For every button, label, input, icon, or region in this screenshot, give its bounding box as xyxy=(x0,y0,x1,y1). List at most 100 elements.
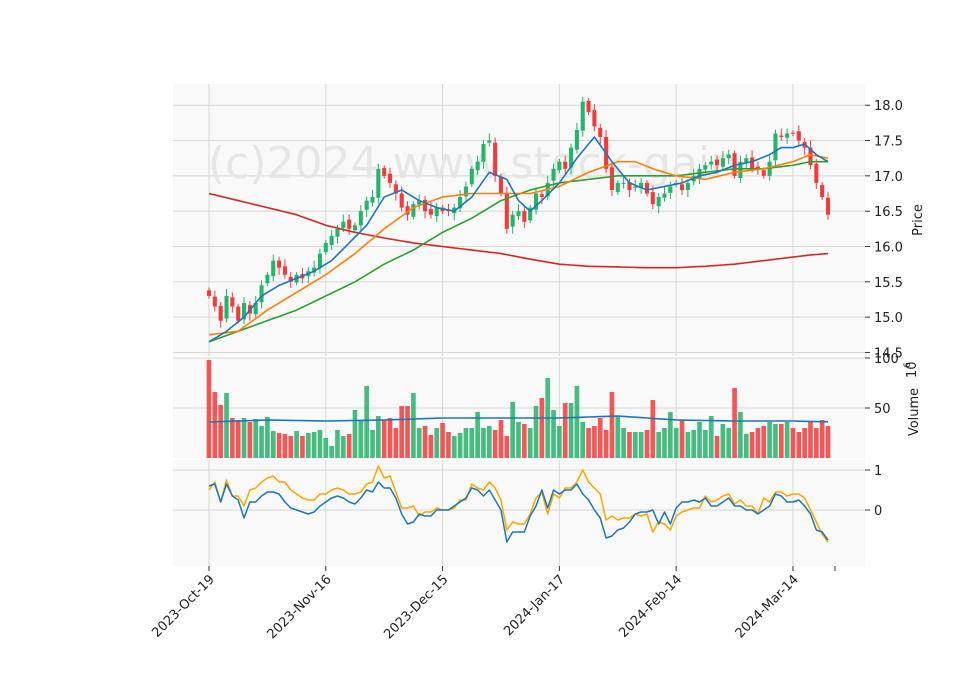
volume-bar-67 xyxy=(597,418,603,458)
candle-body-6 xyxy=(241,303,247,320)
candle-body-13 xyxy=(282,266,287,275)
candle-body-74 xyxy=(639,182,644,188)
price-ytick-label-1: 17.5 xyxy=(874,135,903,150)
volume-bar-61 xyxy=(562,403,568,458)
oscillator-line-1 xyxy=(208,481,829,543)
price-ytick-label-7: 14.5 xyxy=(874,346,903,361)
candle-body-45 xyxy=(469,168,474,185)
volume-bar-17 xyxy=(305,433,311,458)
volume-bar-31 xyxy=(387,418,393,458)
volume-bar-3 xyxy=(224,393,229,458)
candle-body-24 xyxy=(347,219,352,229)
volume-ytick-label-1: 50 xyxy=(874,402,891,417)
candle-body-86 xyxy=(709,161,714,165)
volume-bar-26 xyxy=(358,420,364,458)
candle-body-14 xyxy=(288,276,293,282)
volume-bar-72 xyxy=(627,432,632,458)
volume-bar-66 xyxy=(592,426,597,458)
candle-body-21 xyxy=(329,235,334,246)
volume-bar-53 xyxy=(516,422,521,458)
volume-bars xyxy=(206,360,831,458)
volume-bar-32 xyxy=(393,428,399,458)
volume-bar-85 xyxy=(703,430,708,458)
volume-bar-23 xyxy=(340,436,346,458)
x-tick-label-0: 2023-Oct-19 xyxy=(149,572,217,640)
candle-body-55 xyxy=(528,207,533,221)
volume-bar-19 xyxy=(317,430,323,458)
price-ytick-label-2: 17.0 xyxy=(874,170,903,185)
candle-body-78 xyxy=(662,193,667,198)
volume-bar-15 xyxy=(294,431,299,458)
candle-body-93 xyxy=(750,157,755,169)
volume-bar-47 xyxy=(481,428,486,458)
candle-body-106 xyxy=(825,197,831,215)
candle-body-57 xyxy=(539,194,544,198)
candle-body-43 xyxy=(458,197,463,209)
volume-bar-30 xyxy=(381,420,387,458)
volume-ytick-label-0: 100 xyxy=(874,352,899,367)
candle-body-76 xyxy=(650,192,655,205)
candle-body-39 xyxy=(434,207,439,217)
volume-bar-97 xyxy=(773,424,778,458)
candle-body-3 xyxy=(224,295,229,319)
candle-body-77 xyxy=(656,197,661,207)
volume-bar-25 xyxy=(352,410,358,458)
volume-bar-11 xyxy=(270,431,276,458)
x-axis: 2023-Oct-19 2023-Nov-16 2023-Dec-15 2024-Ja… xyxy=(149,566,836,642)
volume-bar-5 xyxy=(235,420,241,458)
volume-bar-37 xyxy=(422,426,428,458)
volume-bar-88 xyxy=(720,424,726,458)
oscillator-panel: 10 xyxy=(173,460,882,566)
volume-bar-56 xyxy=(533,406,539,458)
price-ytick-label-3: 16.5 xyxy=(874,205,903,220)
candle-body-25 xyxy=(352,225,358,231)
candle-body-85 xyxy=(703,165,708,170)
candle-body-66 xyxy=(592,110,597,127)
volume-bar-0 xyxy=(206,360,212,458)
candle-body-37 xyxy=(423,199,428,212)
volume-bar-60 xyxy=(557,426,562,458)
volume-bar-54 xyxy=(522,424,527,458)
candle-body-82 xyxy=(685,182,690,190)
candle-body-64 xyxy=(580,101,585,131)
candle-body-89 xyxy=(726,154,731,159)
candle-body-104 xyxy=(814,163,819,183)
candle-body-32 xyxy=(393,184,398,194)
volume-bar-50 xyxy=(498,420,504,458)
oscillator-ytick-label-1: 0 xyxy=(874,504,882,519)
volume-bar-40 xyxy=(440,423,445,458)
volume-bar-29 xyxy=(376,416,381,458)
candle-body-72 xyxy=(627,182,632,190)
volume-bar-86 xyxy=(708,416,714,458)
candle-body-73 xyxy=(633,186,638,188)
volume-bar-18 xyxy=(311,432,317,458)
candle-body-75 xyxy=(644,182,650,194)
oscillator-line-2 xyxy=(208,465,829,543)
volume-bar-12 xyxy=(276,433,282,458)
candle-body-20 xyxy=(323,242,328,253)
volume-bar-71 xyxy=(621,428,626,458)
ma-mid-line xyxy=(208,153,829,336)
candle-body-50 xyxy=(498,176,504,194)
candle-body-0 xyxy=(206,290,212,296)
candle-body-56 xyxy=(533,193,539,210)
volume-bar-55 xyxy=(527,428,533,458)
oscillator-ytick-label-0: 1 xyxy=(874,464,882,479)
volume-bar-44 xyxy=(463,428,469,458)
volume-bar-24 xyxy=(346,434,352,458)
volume-bar-51 xyxy=(504,436,510,458)
volume-bar-75 xyxy=(644,430,650,458)
candle-body-46 xyxy=(475,161,480,171)
volume-bar-100 xyxy=(790,428,796,458)
volume-bar-87 xyxy=(714,436,720,458)
candle-body-67 xyxy=(598,127,603,137)
volume-bar-6 xyxy=(241,418,247,458)
volume-bar-46 xyxy=(475,412,480,458)
volume-bar-91 xyxy=(738,412,743,458)
volume-bar-8 xyxy=(253,419,259,458)
candle-body-61 xyxy=(563,161,568,169)
volume-bar-43 xyxy=(457,433,463,458)
candle-body-99 xyxy=(785,133,790,138)
volume-bar-73 xyxy=(632,432,638,458)
